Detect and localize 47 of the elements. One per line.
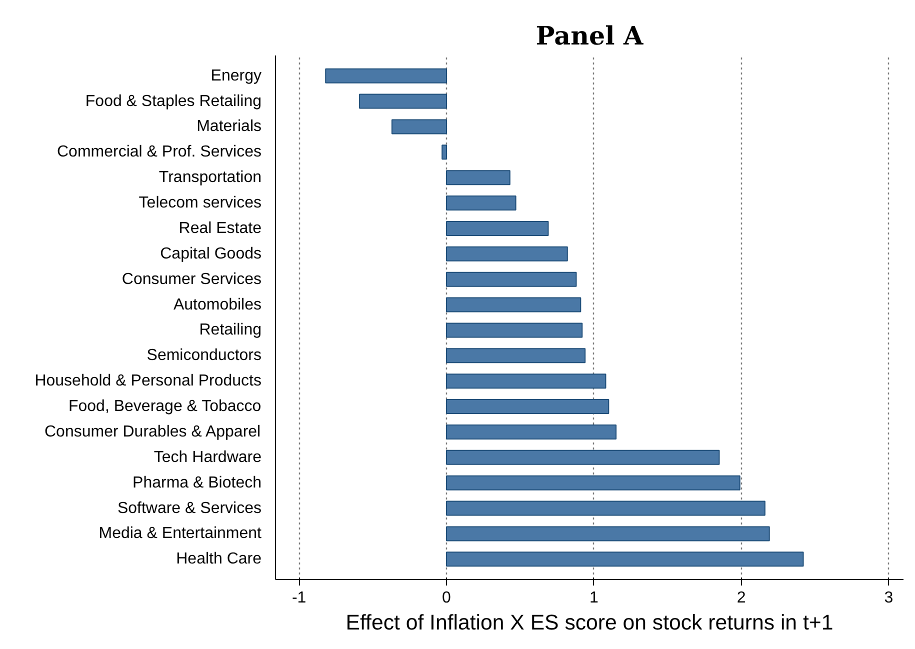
y-tick-label: Household & Personal Products [34, 372, 262, 390]
bar [359, 94, 448, 109]
bar [446, 475, 740, 490]
y-tick-label: Commercial & Prof. Services [57, 144, 262, 161]
y-tick-label: Energy [210, 67, 262, 84]
bar [446, 297, 582, 312]
bar [446, 348, 586, 364]
y-tick-label: Transportation [158, 169, 262, 186]
y-tick-label: Consumer Services [122, 270, 262, 288]
bar [446, 246, 568, 262]
bar [446, 399, 610, 414]
y-tick-label: Pharma & Biotech [132, 474, 262, 492]
y-tick-label: Consumer Durables & Apparel [44, 423, 261, 440]
bar [446, 450, 720, 465]
bar [446, 196, 516, 211]
bar [446, 170, 510, 186]
bar [446, 526, 770, 542]
y-tick-label: Health Care [176, 550, 262, 568]
x-tick-label: 3 [884, 590, 894, 606]
y-tick-label: Food, Beverage & Tobacco [68, 398, 262, 416]
bar [446, 272, 577, 287]
x-tick-label: -1 [292, 590, 306, 606]
y-tick-label: Real Estate [178, 220, 262, 237]
y-tick-label: Software & Services [117, 500, 262, 517]
bar [446, 500, 766, 516]
y-tick-label: Automobiles [173, 296, 262, 314]
x-axis-title: Effect of Inflation X ES score on stock returns in t+1 [346, 610, 834, 634]
bar [325, 68, 448, 84]
chart-title: Panel A [536, 20, 644, 50]
y-tick-label: Telecom services [138, 194, 262, 212]
x-tick-label: 2 [736, 590, 746, 606]
y-tick-label: Semiconductors [146, 347, 262, 364]
y-tick-label: Materials [196, 118, 262, 136]
bar [446, 322, 583, 338]
bar [446, 552, 804, 567]
y-tick-label: Food & Staples Retailing [85, 92, 262, 110]
y-tick-label: Tech Hardware [154, 448, 262, 466]
y-tick-label: Capital Goods [160, 245, 262, 262]
y-tick-label: Media & Entertainment [98, 525, 262, 542]
y-tick-label: Retailing [199, 322, 262, 339]
bar [442, 144, 448, 160]
x-tick-label: 1 [589, 590, 598, 606]
bar [446, 220, 549, 236]
bar [391, 119, 448, 134]
x-tick-label: 0 [442, 590, 452, 606]
bar [446, 374, 606, 389]
bar [446, 424, 617, 440]
